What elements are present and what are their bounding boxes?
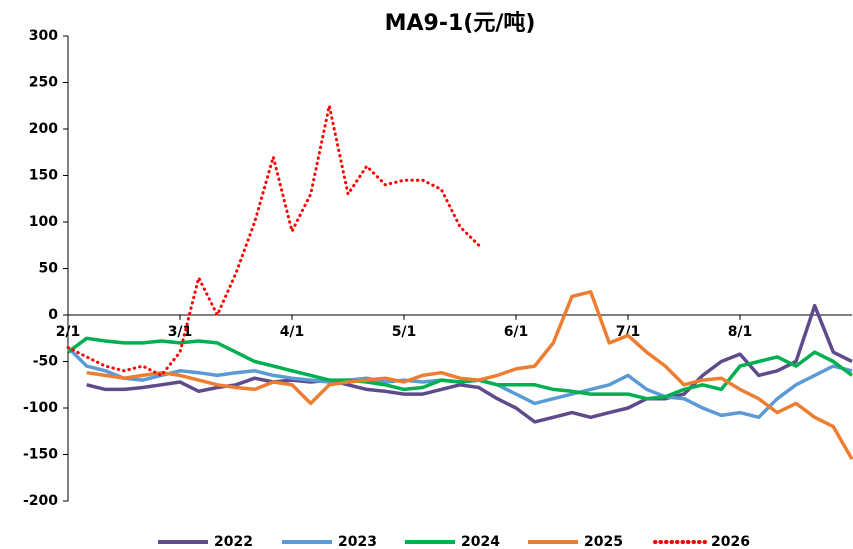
series-line	[66, 104, 481, 377]
x-tick-label: 4/1	[280, 324, 305, 340]
x-tick-label: 7/1	[616, 324, 641, 340]
y-tick-label: 200	[29, 121, 58, 137]
series-line	[66, 336, 853, 401]
x-tick-label: 6/1	[504, 324, 529, 340]
legend-label: 2022	[214, 534, 253, 549]
legend-label: 2024	[461, 534, 500, 549]
legend-label: 2023	[338, 534, 377, 549]
x-tick-label: 2/1	[56, 324, 81, 340]
series-line	[86, 303, 853, 424]
series-line	[86, 290, 853, 460]
chart-title: MA9-1(元/吨)	[385, 11, 536, 36]
y-tick-label: 150	[29, 168, 58, 184]
y-tick-label: 100	[29, 214, 58, 230]
y-tick-label: 250	[29, 75, 58, 91]
y-tick-label: -50	[33, 354, 59, 370]
x-tick-label: 8/1	[728, 324, 753, 340]
x-tick-label: 5/1	[392, 324, 417, 340]
y-tick-label: 300	[29, 28, 58, 44]
x-tick-label: 3/1	[168, 324, 193, 340]
y-tick-label: 50	[39, 261, 59, 277]
legend-label: 2025	[584, 534, 623, 549]
y-tick-label: 0	[48, 307, 58, 323]
legend-label: 2026	[711, 534, 750, 549]
y-tick-label: -100	[23, 400, 58, 416]
y-tick-label: -150	[23, 447, 58, 463]
y-tick-label: -200	[23, 493, 58, 509]
